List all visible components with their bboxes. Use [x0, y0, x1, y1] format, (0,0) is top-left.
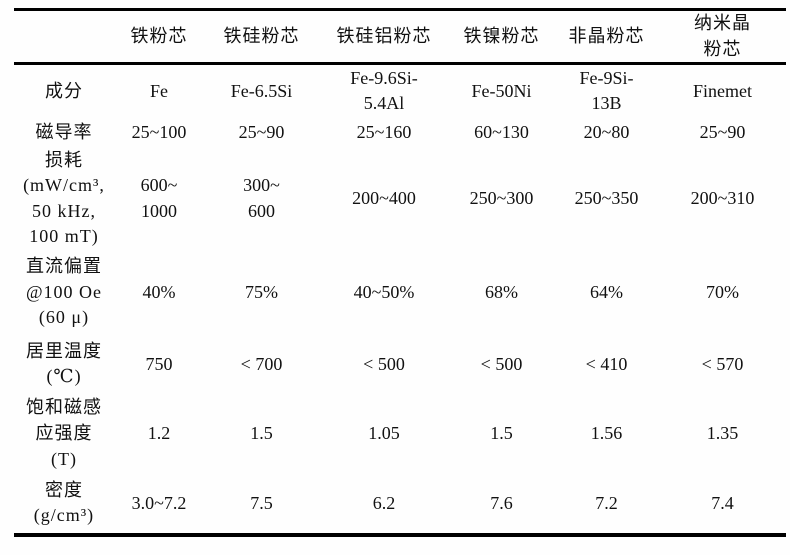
- value-cell: 250~350: [574, 187, 639, 208]
- value-cell: 750: [145, 353, 173, 374]
- value-cell: Fe: [150, 80, 168, 101]
- header-cell-sendust-core: 铁硅铝粉芯: [336, 25, 432, 46]
- value-cell: 7.4: [711, 492, 734, 513]
- header-cell-amorphous-core: 非晶粉芯: [568, 25, 645, 46]
- value-cell: Fe-6.5Si: [230, 80, 293, 101]
- header-cell-iron-powder-core: 铁粉芯: [130, 25, 188, 46]
- value-cell: 64%: [590, 281, 623, 302]
- value-cell: 6.2: [372, 492, 396, 513]
- value-cell: 25~90: [238, 121, 285, 142]
- table-row-composition: 成分 Fe Fe-6.5Si Fe-9.6Si- 5.4Al Fe-50Ni F…: [14, 64, 786, 118]
- value-cell: Fe-9.6Si- 5.4Al: [350, 67, 418, 114]
- value-cell: 200~310: [690, 187, 755, 208]
- row-label-density: 密度 (g/cm³): [33, 479, 95, 526]
- table-row-loss: 损耗 (mW/cm³, 50 kHz, 100 mT) 600~ 1000 30…: [14, 148, 786, 250]
- value-cell: 7.6: [490, 492, 513, 513]
- value-cell: 300~ 600: [243, 175, 280, 221]
- row-label-dc-bias: 直流偏置 @100 Oe (60 μ): [25, 255, 103, 328]
- value-cell: 7.5: [250, 492, 273, 513]
- table-row-curie-temperature: 居里温度 (℃) 750 < 700 < 500 < 500 < 410 < 5…: [14, 335, 786, 394]
- table-row-permeability: 磁导率 25~100 25~90 25~160 60~130 20~80 25~…: [14, 118, 786, 148]
- value-cell: 40%: [142, 281, 176, 302]
- row-label-loss: 损耗 (mW/cm³, 50 kHz, 100 mT): [23, 149, 105, 247]
- value-cell: Finemet: [693, 80, 752, 101]
- row-label-permeability: 磁导率: [35, 121, 93, 142]
- header-cell-empty: [14, 10, 114, 64]
- value-cell: Fe-9Si- 13B: [579, 67, 634, 114]
- value-cell: Fe-50Ni: [471, 80, 532, 101]
- header-cell-nanocrystalline-core: 纳米晶 粉芯: [694, 13, 751, 59]
- value-cell: 200~400: [352, 187, 416, 208]
- table-row-dc-bias: 直流偏置 @100 Oe (60 μ) 40% 75% 40~50% 68% 6…: [14, 250, 786, 335]
- value-cell: < 570: [701, 353, 744, 374]
- value-cell: 7.2: [595, 492, 618, 513]
- table-header-row: 铁粉芯 铁硅粉芯 铁硅铝粉芯 铁镍粉芯 非晶粉芯 纳米晶 粉芯: [14, 10, 786, 64]
- value-cell: 250~300: [469, 187, 534, 208]
- header-cell-iron-nickel-core: 铁镍粉芯: [463, 25, 540, 46]
- value-cell: 25~100: [131, 121, 187, 142]
- value-cell: 70%: [706, 281, 739, 302]
- row-label-curie-temperature: 居里温度 (℃): [26, 340, 102, 387]
- value-cell: 600~ 1000: [140, 175, 178, 221]
- value-cell: 25~160: [356, 121, 412, 142]
- row-label-composition: 成分: [45, 80, 83, 101]
- value-cell: 1.5: [250, 423, 273, 443]
- value-cell: 20~80: [583, 121, 630, 142]
- value-cell: 1.05: [368, 423, 400, 443]
- value-cell: < 700: [240, 353, 283, 374]
- table-row-saturation-flux-density: 饱和磁感 应强度 (T) 1.2 1.5 1.05 1.5 1.56 1.35: [14, 394, 786, 474]
- value-cell: 75%: [245, 281, 278, 302]
- value-cell: < 500: [480, 353, 523, 374]
- value-cell: 1.2: [147, 423, 171, 443]
- value-cell: 25~90: [699, 121, 746, 142]
- value-cell: 68%: [485, 281, 518, 302]
- value-cell: 1.5: [490, 423, 513, 443]
- value-cell: 1.56: [590, 423, 623, 443]
- value-cell: < 500: [363, 353, 405, 374]
- row-label-saturation-flux-density: 饱和磁感 应强度 (T): [26, 397, 102, 469]
- value-cell: 1.35: [706, 423, 739, 443]
- value-cell: 40~50%: [353, 281, 415, 302]
- header-cell-iron-silicon-core: 铁硅粉芯: [223, 25, 300, 46]
- table-row-density: 密度 (g/cm³) 3.0~7.2 7.5 6.2 7.6 7.2 7.4: [14, 474, 786, 535]
- value-cell: 3.0~7.2: [131, 492, 187, 513]
- value-cell: < 410: [585, 353, 628, 374]
- magnetic-core-materials-comparison-table: 铁粉芯 铁硅粉芯 铁硅铝粉芯 铁镍粉芯 非晶粉芯 纳米晶 粉芯 成分 Fe Fe…: [14, 8, 786, 537]
- value-cell: 60~130: [474, 121, 529, 142]
